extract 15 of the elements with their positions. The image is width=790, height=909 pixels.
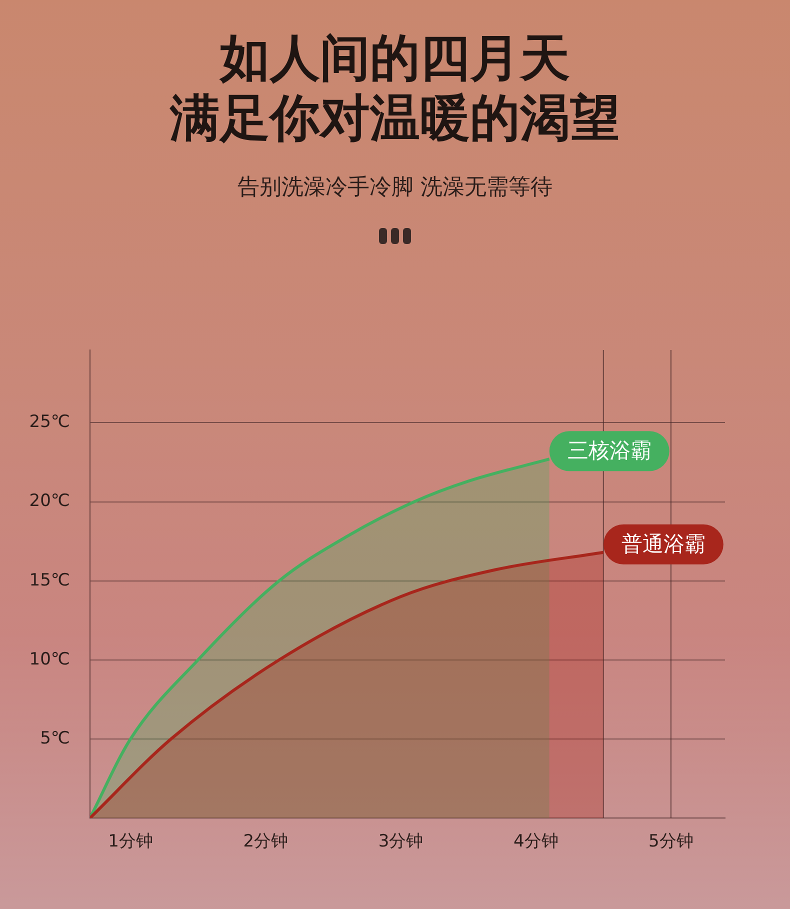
text: 告别洗澡冷手冷脚 洗澡无需等待 — [236, 174, 554, 202]
y-tick-label: 10℃ — [29, 649, 70, 670]
x-tick-label: 2分钟 — [243, 832, 288, 852]
y-tick-label: 5℃ — [40, 728, 70, 748]
chart-title: 如人间的四月天 — [218, 28, 571, 88]
series-label: 普通浴霸 — [621, 532, 706, 556]
y-tick-label: 20℃ — [29, 491, 70, 512]
x-tick-label: 5分钟 — [648, 832, 694, 852]
chart-subtitle: 满足你对温暖的渴望 — [168, 88, 621, 148]
y-tick-label: 15℃ — [29, 570, 70, 590]
x-tick-label: 4分钟 — [513, 832, 558, 852]
y-tick-label: 25℃ — [29, 412, 70, 432]
x-tick-label: 3分钟 — [378, 832, 424, 852]
series-label: 三核浴霸 — [567, 438, 652, 463]
x-tick-label: 1分钟 — [108, 832, 153, 852]
